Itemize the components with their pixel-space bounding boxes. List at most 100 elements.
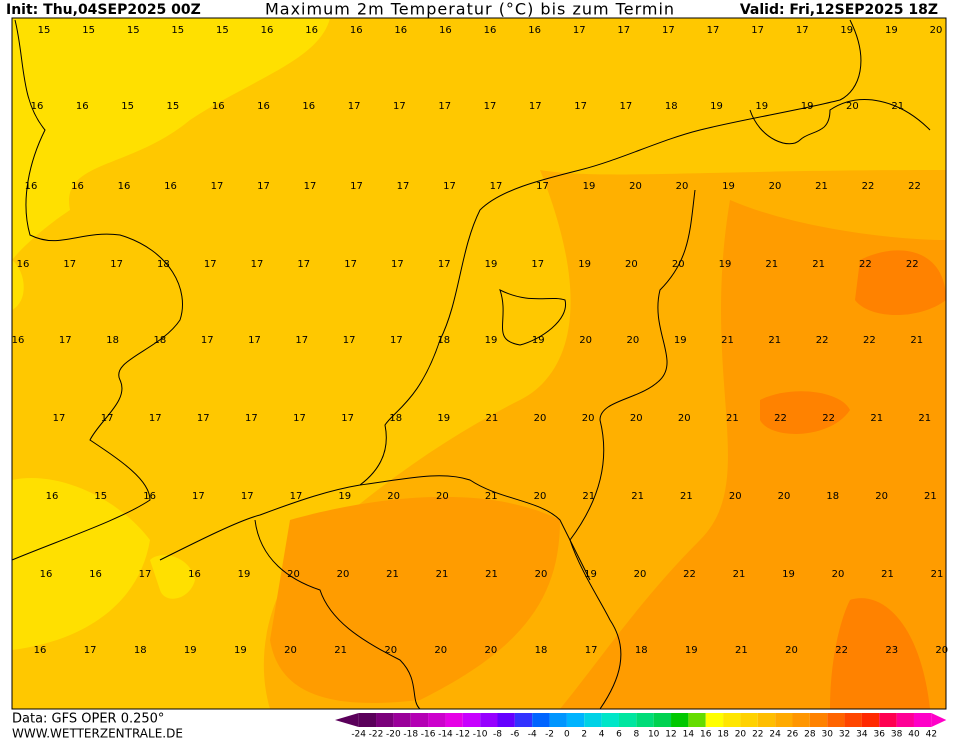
temperature-value: 21 [582, 491, 595, 502]
colorbar-swatch [532, 713, 550, 727]
field-cool [12, 478, 150, 650]
temperature-value: 21 [812, 259, 825, 270]
temperature-value: 17 [257, 181, 270, 192]
temperature-value: 19 [485, 335, 498, 346]
temperature-value: 16 [394, 25, 407, 36]
colorbar: -24 -22 -20 -18 -16 -14 -12 -10 -8 -6 -4 -2 0 2 4 6 8 10 1… [335, 713, 947, 740]
colorbar-label: 32 [839, 730, 850, 740]
temperature-value: 22 [862, 181, 875, 192]
temperature-value: 21 [910, 335, 923, 346]
temperature-value: 17 [304, 181, 317, 192]
colorbar-label: 34 [856, 730, 868, 740]
temperature-value: 16 [212, 101, 225, 112]
temperature-value: 17 [796, 25, 809, 36]
colorbar-label: -24 [351, 730, 366, 740]
temperature-value: 17 [341, 413, 354, 424]
temperature-value: 16 [12, 335, 25, 346]
temperature-value: 22 [835, 645, 848, 656]
coastline [11, 19, 183, 561]
temperature-value: 17 [397, 181, 410, 192]
temperature-value: 17 [438, 101, 451, 112]
temperature-value: 20 [769, 181, 782, 192]
temperature-value: 17 [53, 413, 66, 424]
colorbar-label: 8 [633, 730, 639, 740]
field-hot [830, 598, 930, 709]
temperature-value: 21 [733, 569, 746, 580]
colorbar-label: -8 [493, 730, 502, 740]
colorbar-swatch [861, 713, 880, 727]
temperature-value: 19 [674, 335, 687, 346]
colorbar-label: -18 [403, 730, 418, 740]
temperature-value: 15 [82, 25, 95, 36]
temperature-value: 17 [531, 259, 544, 270]
temperature-value: 16 [89, 569, 102, 580]
temperature-value: 17 [251, 259, 264, 270]
temperature-value: 22 [774, 413, 787, 424]
temperature-value: 20 [846, 101, 859, 112]
field-cool [12, 260, 24, 310]
coastline [749, 99, 931, 145]
temperature-value: 16 [350, 25, 363, 36]
temperature-value: 16 [76, 101, 89, 112]
temperature-value: 21 [726, 413, 739, 424]
field-hot [760, 391, 850, 434]
colorbar-label: 28 [804, 730, 816, 740]
temperature-value: 17 [343, 335, 356, 346]
temperature-value: 16 [40, 569, 53, 580]
temperature-value: 17 [707, 25, 720, 36]
colorbar-swatch [618, 713, 637, 727]
colorbar-label: -12 [455, 730, 470, 740]
temperature-value: 19 [782, 569, 795, 580]
temperature-value: 17 [573, 25, 586, 36]
temperature-value: 18 [635, 645, 648, 656]
temperature-value: 20 [582, 413, 595, 424]
temperature-value: 16 [257, 101, 270, 112]
temperature-value: 17 [297, 259, 310, 270]
temperature-value: 21 [680, 491, 693, 502]
colorbar-label: -16 [421, 730, 436, 740]
temperature-value: 19 [840, 25, 853, 36]
temperature-value: 19 [722, 181, 735, 192]
temperature-value: 21 [485, 569, 498, 580]
temperature-value: 17 [59, 335, 72, 346]
temperature-value: 20 [627, 335, 640, 346]
colorbar-label: 22 [752, 730, 763, 740]
temperature-value: 19 [885, 25, 898, 36]
colorbar-label: 16 [700, 730, 712, 740]
temperature-value: 15 [121, 101, 134, 112]
colorbar-label: 36 [874, 730, 886, 740]
temperature-value: 21 [386, 569, 399, 580]
temperature-value: 21 [870, 413, 883, 424]
temperature-value: 17 [529, 101, 542, 112]
colorbar-swatch [827, 713, 845, 727]
colorbar-swatch [705, 713, 724, 727]
colorbar-swatch [792, 713, 810, 727]
init-time: Init: Thu,04SEP2025 00Z [6, 2, 201, 18]
temperature-value: 22 [863, 335, 876, 346]
colorbar-swatch [497, 713, 515, 727]
colorbar-label: 4 [599, 730, 605, 740]
colorbar-label: 26 [787, 730, 799, 740]
temperature-value: 16 [71, 181, 84, 192]
temperature-value: 17 [350, 181, 363, 192]
temperature-value: 18 [437, 335, 450, 346]
temperature-value: 17 [139, 569, 152, 580]
temperature-value: 17 [484, 101, 497, 112]
temperature-value: 18 [157, 259, 170, 270]
temperature-value: 20 [436, 491, 449, 502]
temperature-value: 19 [801, 101, 814, 112]
colorbar-label: 38 [891, 730, 903, 740]
temperature-value: 17 [585, 645, 598, 656]
temperature-value: 17 [290, 491, 303, 502]
temperature-value: 20 [485, 645, 498, 656]
temperature-value: 16 [305, 25, 318, 36]
temperature-value: 20 [625, 259, 638, 270]
temperature-value: 21 [924, 491, 937, 502]
temperature-value: 20 [832, 569, 845, 580]
temperature-value: 16 [17, 259, 30, 270]
temperature-value: 17 [241, 491, 254, 502]
temperature-value: 19 [184, 645, 197, 656]
temperature-value: 19 [584, 569, 597, 580]
